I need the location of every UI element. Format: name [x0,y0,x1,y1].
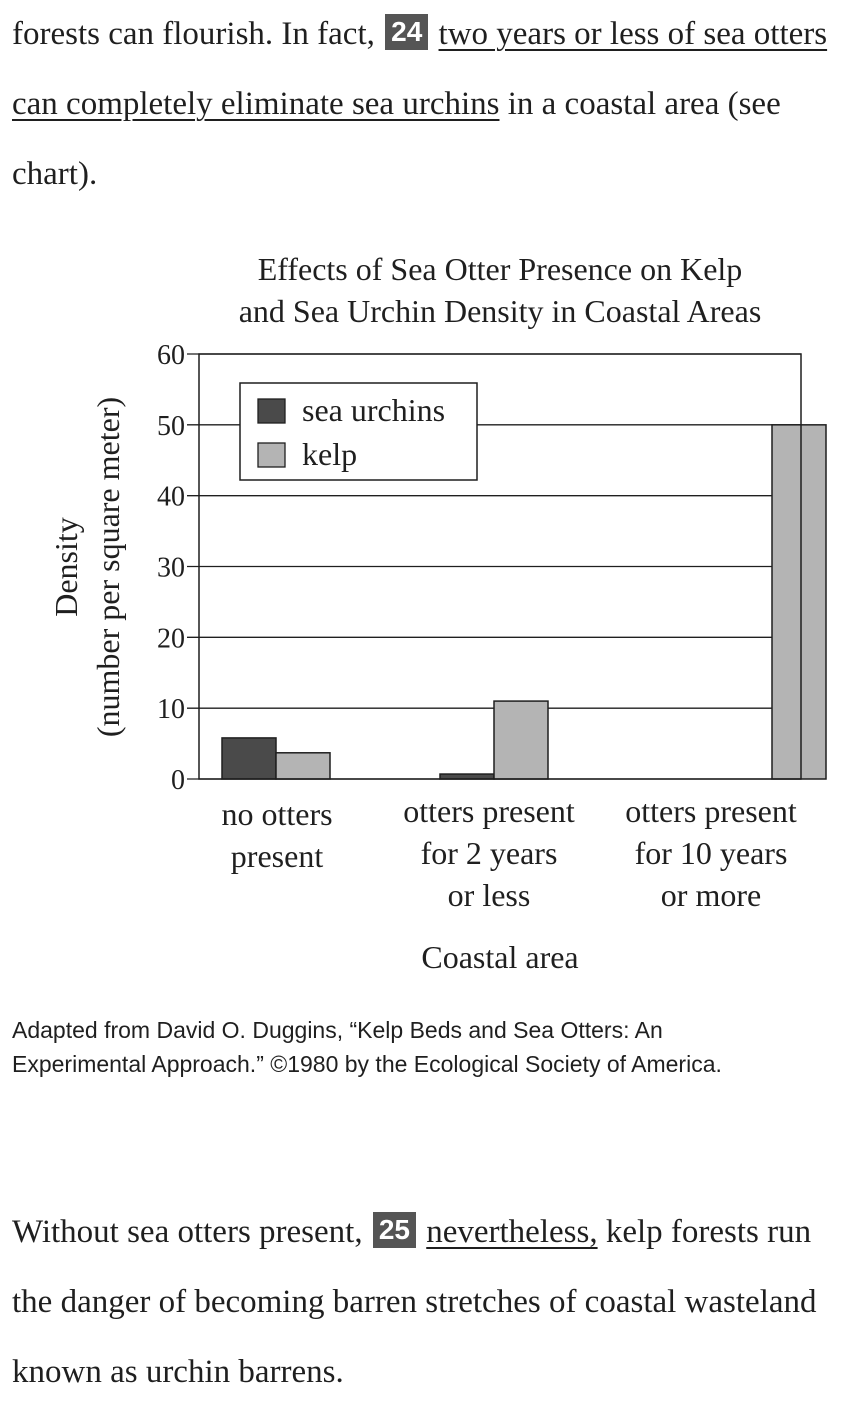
plot-frame [198,353,802,780]
bar-kelp [493,700,549,780]
chart-title-line: and Sea Urchin Density in Coastal Areas [239,293,762,329]
bar-kelp [275,752,331,780]
passage-paragraph-1: forests can flourish. In fact, 24 two ye… [12,0,848,209]
passage-paragraph-2: Without sea otters present, 25 neverthel… [12,1197,848,1407]
x-category-label: present [231,838,324,874]
y-axis-label-line: (number per square meter) [90,397,126,737]
source-credit: Adapted from David O. Duggins, “Kelp Bed… [12,1013,842,1081]
credit-line-1: Adapted from David O. Duggins, “Kelp Bed… [12,1017,663,1043]
x-category-label: or more [661,877,761,913]
passage-text: Without sea otters present, [12,1214,363,1250]
y-tick-label: 40 [157,482,185,513]
bar-sea-urchins [221,737,277,780]
x-category-label: for 10 years [635,835,788,871]
y-axis-label-line: Density [48,517,84,617]
y-tick-label: 50 [157,411,185,442]
y-tick-label: 30 [157,553,185,584]
legend-swatch [257,398,286,424]
legend-label: sea urchins [302,392,445,428]
x-axis-label: Coastal area [421,939,578,975]
x-category-label: otters present [403,793,575,829]
y-tick-label: 60 [157,340,185,371]
bar-kelp [771,424,827,780]
y-tick-label: 20 [157,623,185,654]
underlined-text[interactable]: two years or less of sea otters can comp… [12,16,828,122]
passage-text: forests can flourish. In fact, [12,16,375,52]
legend-swatch [257,442,286,468]
x-category-label: no otters [221,796,332,832]
question-number-badge[interactable]: 25 [372,1212,416,1248]
bar-chart: Effects of Sea Otter Presence on Kelp and… [48,251,827,975]
y-tick-label: 0 [171,765,185,796]
credit-line-2: Experimental Approach.” ©1980 by the Eco… [12,1051,722,1077]
legend-label: kelp [302,436,357,472]
x-category-label: for 2 years [421,835,558,871]
x-category-label: otters present [625,793,797,829]
passage-text: kelp forests run the danger of becoming … [12,1214,817,1390]
question-number-badge[interactable]: 24 [385,14,429,50]
passage-text: in a coastal area (see chart). [12,86,781,192]
underlined-text[interactable]: nevertheless, [426,1214,598,1250]
chart-title-line: Effects of Sea Otter Presence on Kelp [258,251,743,287]
x-category-label: or less [448,877,531,913]
y-tick-label: 10 [157,694,185,725]
